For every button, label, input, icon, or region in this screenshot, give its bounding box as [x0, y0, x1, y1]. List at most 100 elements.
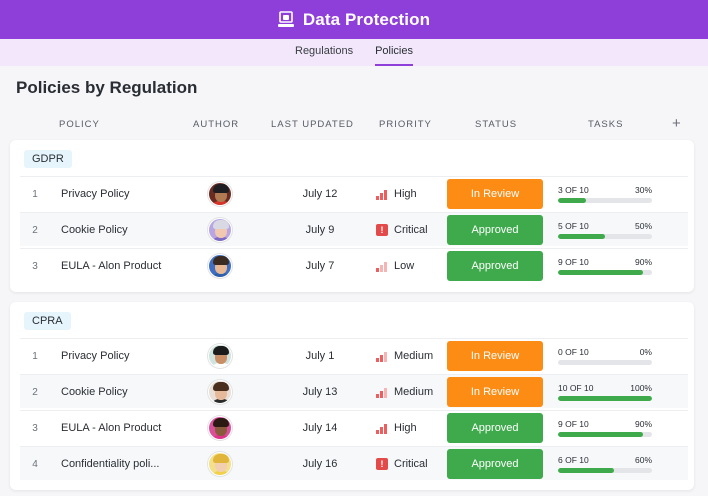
priority-cell[interactable]: ! Critical: [376, 447, 428, 481]
avatar[interactable]: [208, 218, 232, 242]
tasks-percent: 60%: [634, 455, 652, 465]
group-label[interactable]: CPRA: [24, 312, 71, 330]
tasks-percent: 90%: [634, 257, 652, 267]
priority-bars-icon: [376, 387, 388, 398]
priority-cell[interactable]: Medium: [376, 339, 433, 373]
last-updated-date[interactable]: July 12: [302, 188, 338, 200]
tab-bar: Regulations Policies: [0, 39, 708, 66]
status-badge[interactable]: Approved: [447, 413, 543, 443]
column-header-author[interactable]: AUTHOR: [193, 119, 240, 130]
policy-name[interactable]: Privacy Policy: [61, 350, 130, 362]
add-column-button[interactable]: +: [672, 115, 681, 132]
column-header-policy[interactable]: POLICY: [59, 119, 100, 130]
table-row[interactable]: 3 EULA - Alon Product July 14 High Approved 9…: [20, 410, 688, 444]
last-updated-date[interactable]: July 9: [305, 224, 335, 236]
table-row[interactable]: 1 Privacy Policy July 1 Medium In Review 0 OF…: [20, 338, 688, 372]
avatar[interactable]: [208, 452, 232, 476]
author-cell[interactable]: [206, 213, 234, 247]
last-updated-date[interactable]: July 16: [302, 458, 338, 470]
tasks-progress[interactable]: 10 OF 10 100%: [558, 375, 652, 409]
column-header-tasks[interactable]: TASKS: [588, 119, 624, 130]
priority-cell[interactable]: High: [376, 411, 417, 445]
progress-track: [558, 234, 652, 239]
author-cell[interactable]: [206, 249, 234, 283]
status-cell[interactable]: Approved: [447, 447, 545, 481]
author-cell[interactable]: [206, 411, 234, 445]
table-row[interactable]: 2 Cookie Policy July 9 ! Critical Approved 5 O…: [20, 212, 688, 246]
tasks-count: 9 OF 10: [558, 419, 589, 429]
priority-label: Medium: [394, 386, 434, 398]
priority-cell[interactable]: High: [376, 177, 417, 211]
tasks-progress[interactable]: 9 OF 10 90%: [558, 411, 652, 445]
avatar[interactable]: [208, 416, 232, 440]
group-cpra: CPRA 1 Privacy Policy July 1 Medium In Review…: [10, 302, 694, 490]
tasks-count: 10 OF 10: [558, 383, 594, 393]
avatar[interactable]: [208, 182, 232, 206]
last-updated-date[interactable]: July 14: [302, 422, 338, 434]
progress-track: [558, 468, 652, 473]
priority-bars-icon: [376, 423, 388, 434]
column-header-last-updated[interactable]: LAST UPDATED: [271, 119, 354, 130]
group-label[interactable]: GDPR: [24, 150, 72, 168]
tab-policies[interactable]: Policies: [364, 39, 424, 66]
priority-bars-icon: [376, 189, 388, 200]
status-badge[interactable]: Approved: [447, 449, 543, 479]
author-cell[interactable]: [206, 339, 234, 373]
priority-label: Low: [394, 260, 415, 272]
tasks-count: 3 OF 10: [558, 185, 589, 195]
status-badge[interactable]: Approved: [447, 251, 543, 281]
table-row[interactable]: 4 Confidentiality poli... July 16! Critical…: [20, 446, 688, 480]
priority-cell[interactable]: Low: [376, 249, 414, 283]
status-badge[interactable]: In Review: [447, 179, 543, 209]
policy-name[interactable]: EULA - Alon Product: [61, 422, 162, 434]
table-row[interactable]: 2 Cookie Policy July 13 Medium In Review 10 O…: [20, 374, 688, 408]
tasks-progress[interactable]: 3 OF 10 30%: [558, 177, 652, 211]
column-header-status[interactable]: STATUS: [475, 119, 518, 130]
table-row[interactable]: 3 EULA - Alon Product July 7 Low Approved 9 O…: [20, 248, 688, 282]
status-cell[interactable]: Approved: [447, 249, 545, 283]
status-badge[interactable]: Approved: [447, 215, 543, 245]
policy-name[interactable]: Cookie Policy: [61, 224, 128, 236]
tasks-percent: 0%: [639, 347, 652, 357]
last-updated-date[interactable]: July 1: [305, 350, 335, 362]
priority-label: High: [394, 188, 417, 200]
policy-name[interactable]: Confidentiality poli...: [61, 458, 160, 470]
column-header-priority[interactable]: PRIORITY: [379, 119, 432, 130]
tasks-count: 9 OF 10: [558, 257, 589, 267]
policy-name[interactable]: EULA - Alon Product: [61, 260, 162, 272]
avatar[interactable]: [208, 254, 232, 278]
tasks-progress[interactable]: 9 OF 10 90%: [558, 249, 652, 283]
avatar[interactable]: [208, 344, 232, 368]
row-number: 2: [32, 386, 38, 398]
author-cell[interactable]: [206, 375, 234, 409]
priority-bars-icon: [376, 261, 388, 272]
status-cell[interactable]: In Review: [447, 339, 545, 373]
status-cell[interactable]: In Review: [447, 177, 545, 211]
group-gdpr: GDPR 1 Privacy Policy July 12 High In Review 3…: [10, 140, 694, 292]
status-cell[interactable]: Approved: [447, 213, 545, 247]
progress-track: [558, 198, 652, 203]
author-cell[interactable]: [206, 177, 234, 211]
progress-track: [558, 360, 652, 365]
priority-cell[interactable]: Medium: [376, 375, 433, 409]
table-row[interactable]: 1 Privacy Policy July 12 High In Review 3 OF …: [20, 176, 688, 210]
last-updated-date[interactable]: July 7: [305, 260, 335, 272]
priority-bars-icon: [376, 351, 388, 362]
tab-regulations[interactable]: Regulations: [295, 45, 354, 57]
tasks-progress[interactable]: 6 OF 10 60%: [558, 447, 652, 481]
avatar[interactable]: [208, 380, 232, 404]
status-badge[interactable]: In Review: [447, 377, 543, 407]
tasks-progress[interactable]: 0 OF 10 0%: [558, 339, 652, 373]
progress-fill: [558, 432, 643, 437]
last-updated-date[interactable]: July 13: [302, 386, 338, 398]
tasks-progress[interactable]: 5 OF 10 50%: [558, 213, 652, 247]
row-number: 2: [32, 224, 38, 236]
status-cell[interactable]: Approved: [447, 411, 545, 445]
priority-cell[interactable]: ! Critical: [376, 213, 428, 247]
author-cell[interactable]: [206, 447, 234, 481]
policy-name[interactable]: Privacy Policy: [61, 188, 130, 200]
main-content: Policies by Regulation POLICY AUTHOR LAS…: [0, 66, 708, 496]
policy-name[interactable]: Cookie Policy: [61, 386, 128, 398]
status-badge[interactable]: In Review: [447, 341, 543, 371]
status-cell[interactable]: In Review: [447, 375, 545, 409]
